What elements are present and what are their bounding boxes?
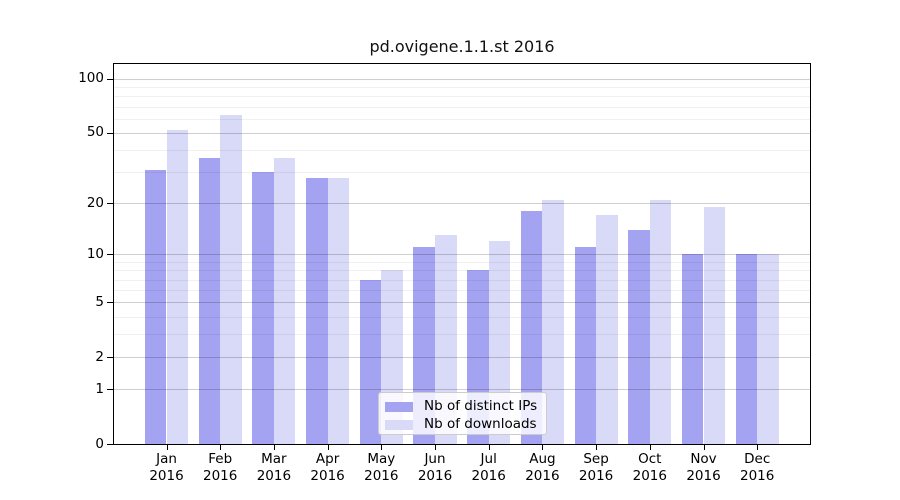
- gridline-minor: [114, 96, 810, 98]
- legend-label-downloads: Nb of downloads: [424, 416, 537, 432]
- y-tick-mark: [107, 254, 113, 256]
- x-tick-mark: [703, 445, 705, 450]
- bar-downloads: [220, 115, 242, 444]
- x-tick-mark: [435, 445, 436, 450]
- legend-swatch-distinct-ips: [385, 401, 413, 412]
- x-tick-label: Jun 2016: [417, 451, 453, 484]
- y-tick-label: 50: [86, 124, 104, 141]
- y-tick-mark: [107, 78, 113, 80]
- x-tick-label: Aug 2016: [525, 451, 560, 484]
- plot-area: [113, 63, 811, 445]
- x-tick-mark: [542, 445, 544, 450]
- x-tick-label: Apr 2016: [310, 451, 345, 484]
- x-tick-label: May 2016: [364, 451, 399, 484]
- x-tick-mark: [220, 445, 222, 450]
- legend-row: Nb of downloads: [385, 416, 538, 433]
- bar-distinct-ips: [520, 211, 543, 444]
- gridline-minor: [114, 87, 810, 89]
- x-tick-label: Jul 2016: [471, 451, 506, 484]
- gridline-major: [114, 132, 810, 134]
- bar-distinct-ips: [252, 172, 274, 444]
- x-tick-mark: [273, 445, 275, 450]
- bar-downloads: [703, 207, 726, 444]
- bar-downloads: [273, 158, 296, 444]
- x-tick-label: Feb 2016: [203, 451, 238, 484]
- x-tick-label: Jan 2016: [149, 451, 184, 484]
- y-tick-label: 2: [95, 348, 104, 365]
- gridline-minor: [114, 106, 810, 108]
- legend-row: Nb of distinct IPs: [385, 398, 538, 415]
- bar-downloads: [596, 215, 618, 444]
- y-tick-mark: [107, 357, 113, 359]
- legend-swatch-downloads: [385, 419, 413, 430]
- y-tick-label: 0: [95, 435, 104, 452]
- y-tick-label: 100: [78, 70, 104, 87]
- y-tick-label: 10: [86, 245, 104, 262]
- x-tick-mark: [381, 445, 383, 450]
- x-tick-label: Sep 2016: [578, 451, 614, 484]
- y-tick-label: 1: [95, 380, 104, 397]
- bar-downloads: [435, 235, 457, 444]
- x-tick-mark: [596, 445, 598, 450]
- bar-distinct-ips: [198, 158, 221, 444]
- bar-downloads: [757, 254, 779, 444]
- bar-distinct-ips: [681, 254, 704, 444]
- x-tick-mark: [166, 445, 168, 450]
- x-tick-mark: [488, 445, 490, 450]
- y-tick-mark: [107, 302, 113, 304]
- gridline-major: [114, 78, 810, 80]
- y-tick-label: 5: [95, 293, 104, 310]
- x-tick-label: Nov 2016: [686, 451, 721, 484]
- legend-label-distinct-ips: Nb of distinct IPs: [424, 398, 538, 414]
- x-tick-label: Oct 2016: [632, 451, 667, 484]
- gridline-minor: [114, 150, 810, 152]
- x-tick-label: Mar 2016: [256, 451, 292, 484]
- bar-distinct-ips: [735, 254, 758, 444]
- bar-downloads: [649, 199, 672, 444]
- y-tick-mark: [107, 389, 113, 391]
- chart-title: pd.ovigene.1.1.st 2016: [369, 37, 555, 56]
- bar-distinct-ips: [359, 279, 382, 444]
- bar-distinct-ips: [144, 169, 167, 444]
- x-tick-mark: [649, 445, 651, 450]
- bar-distinct-ips: [574, 247, 597, 444]
- gridline-minor: [114, 118, 810, 120]
- bar-distinct-ips: [306, 177, 328, 444]
- bar-downloads: [166, 129, 189, 444]
- x-tick-mark: [757, 445, 759, 450]
- y-tick-mark: [107, 132, 113, 134]
- x-tick-mark: [327, 445, 329, 450]
- bar-distinct-ips: [628, 229, 650, 444]
- bar-downloads: [327, 177, 350, 444]
- y-tick-label: 20: [86, 194, 104, 211]
- bar-downloads: [542, 199, 564, 444]
- x-tick-label: Dec 2016: [740, 451, 775, 484]
- y-tick-mark: [107, 203, 113, 205]
- legend: Nb of distinct IPs Nb of downloads: [378, 392, 547, 435]
- y-tick-mark: [107, 444, 113, 445]
